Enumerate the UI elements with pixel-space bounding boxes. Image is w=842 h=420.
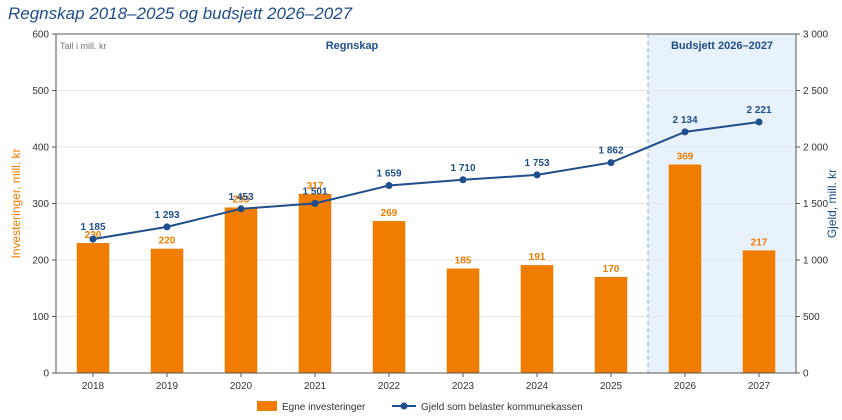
y-axis-left-label: Investeringer, mill. kr — [9, 148, 23, 258]
line-point — [237, 205, 245, 213]
line-series — [89, 118, 763, 243]
bar — [150, 248, 184, 373]
bar — [668, 164, 702, 373]
legend: Egne investeringer Gjeld som belaster ko… — [257, 401, 583, 413]
line-value-label: 1 293 — [154, 210, 179, 221]
x-tick-label: 2020 — [230, 381, 253, 392]
bar-value-label: 170 — [603, 264, 620, 275]
legend-bar-label: Egne investeringer — [282, 402, 366, 413]
bar — [742, 250, 776, 373]
y-right-tick-label: 0 — [803, 369, 809, 380]
bar-value-label: 217 — [751, 237, 768, 248]
line-point — [681, 128, 689, 136]
line-value-label: 1 753 — [524, 158, 549, 169]
bar-value-label: 220 — [159, 236, 176, 247]
line-point — [533, 171, 541, 179]
section-label-budsjett: Budsjett 2026–2027 — [671, 40, 773, 52]
bar-value-label: 369 — [677, 152, 694, 163]
y-right-tick-label: 500 — [803, 312, 820, 323]
chart-title: Regnskap 2018–2025 og budsjett 2026–2027 — [8, 4, 353, 23]
y-right-tick-label: 2 000 — [803, 143, 828, 154]
legend-bar-swatch — [257, 401, 277, 411]
y-right-tick-label: 1 500 — [803, 199, 828, 210]
bar — [446, 268, 480, 373]
y-left-tick-label: 400 — [32, 143, 49, 154]
y-right-tick-label: 3 000 — [803, 30, 828, 41]
line-point — [607, 159, 615, 167]
bar — [76, 243, 110, 373]
x-tick-label: 2024 — [526, 381, 549, 392]
y-left-tick-label: 300 — [32, 199, 49, 210]
y-left-tick-label: 100 — [32, 312, 49, 323]
y-left-tick-label: 200 — [32, 256, 49, 267]
y-left-tick-label: 600 — [32, 30, 49, 41]
line-point — [311, 199, 319, 207]
line-point — [755, 118, 763, 126]
y-left-tick-label: 500 — [32, 86, 49, 97]
bar — [224, 207, 258, 373]
series-line — [92, 121, 760, 241]
bar-value-label: 185 — [455, 255, 472, 266]
x-tick-label: 2019 — [156, 381, 179, 392]
x-tick-label: 2025 — [600, 381, 623, 392]
bar — [520, 265, 554, 373]
legend-line-label: Gjeld som belaster kommunekassen — [421, 402, 583, 413]
line-value-label: 1 659 — [376, 169, 401, 180]
bar-value-label: 269 — [381, 208, 398, 219]
line-value-labels: 1 185 1 293 1 453 1 501 1 659 1 710 1 753 1 862… — [80, 105, 771, 233]
bar — [594, 276, 628, 373]
bar-value-label: 293 — [233, 194, 250, 205]
line-value-label: 2 221 — [746, 105, 771, 116]
line-value-label: 1 453 — [228, 192, 253, 203]
bar — [372, 221, 406, 373]
x-tick-label: 2027 — [748, 381, 771, 392]
bar-value-label: 191 — [529, 252, 546, 263]
y-axis-right-label: Gjeld, mill. kr — [825, 169, 839, 238]
line-value-label: 1 710 — [450, 163, 475, 174]
x-tick-label: 2021 — [304, 381, 327, 392]
bar-value-labels: 230 220 293 317 269 185 191 170 369 217 — [85, 152, 768, 275]
section-label-regnskap: Regnskap — [326, 40, 379, 52]
line-value-label: 1 862 — [598, 146, 623, 157]
x-tick-label: 2018 — [82, 381, 105, 392]
line-value-label: 2 134 — [672, 115, 697, 126]
line-point — [385, 182, 393, 190]
line-point — [89, 235, 97, 243]
x-tick-label: 2022 — [378, 381, 401, 392]
y-right-tick-label: 1 000 — [803, 256, 828, 267]
line-value-label: 1 501 — [302, 186, 327, 197]
line-value-label: 1 185 — [80, 222, 105, 233]
x-tick-label: 2023 — [452, 381, 475, 392]
line-point — [459, 176, 467, 184]
y-left-tick-label: 0 — [43, 369, 49, 380]
line-point — [163, 223, 171, 231]
bar-value-label: 317 — [307, 181, 324, 192]
axes: 0 100 200 300 400 500 600 0 500 1 000 1 500 2 000 2 … — [32, 30, 828, 393]
bar-value-label: 230 — [85, 230, 102, 241]
unit-note: Tall i mill. kr — [60, 41, 107, 51]
bar-series — [76, 164, 776, 373]
bar — [298, 193, 332, 373]
y-right-tick-label: 2 500 — [803, 86, 828, 97]
legend-line-marker — [400, 402, 408, 410]
x-tick-label: 2026 — [674, 381, 697, 392]
